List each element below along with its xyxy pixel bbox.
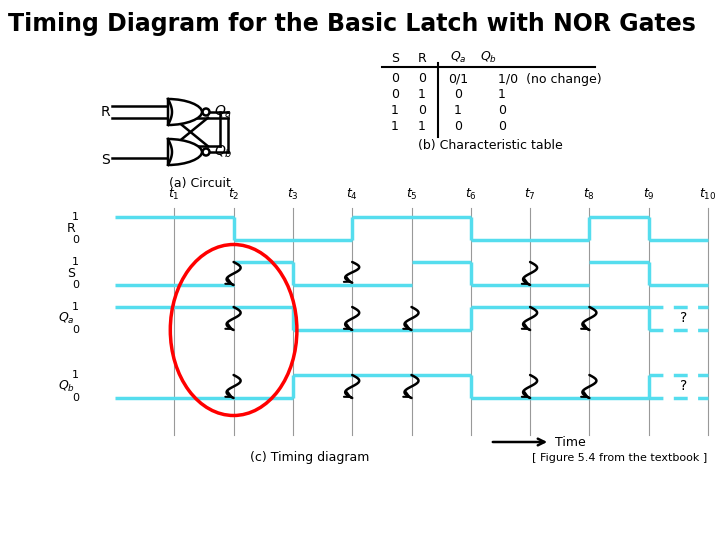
Text: 0: 0 xyxy=(72,325,79,335)
Text: Timing Diagram for the Basic Latch with NOR Gates: Timing Diagram for the Basic Latch with … xyxy=(8,12,696,36)
Text: 0: 0 xyxy=(454,89,462,102)
Text: 1: 1 xyxy=(72,302,79,312)
Text: S: S xyxy=(67,267,75,280)
PathPatch shape xyxy=(168,99,202,125)
Text: (a) Circuit: (a) Circuit xyxy=(169,177,231,190)
Text: $t_{9}$: $t_{9}$ xyxy=(643,187,654,202)
Text: 1: 1 xyxy=(498,89,506,102)
Text: 1: 1 xyxy=(454,105,462,118)
Text: 1: 1 xyxy=(418,89,426,102)
Text: 0: 0 xyxy=(391,72,399,85)
Text: $t_{1}$: $t_{1}$ xyxy=(168,187,180,202)
Text: 0: 0 xyxy=(72,280,79,290)
Text: S: S xyxy=(102,153,110,167)
Text: $Q_b$: $Q_b$ xyxy=(214,144,232,160)
PathPatch shape xyxy=(168,139,202,165)
Text: $t_{8}$: $t_{8}$ xyxy=(583,187,595,202)
Text: 0: 0 xyxy=(391,89,399,102)
Text: Time: Time xyxy=(555,435,586,449)
Text: [ Figure 5.4 from the textbook ]: [ Figure 5.4 from the textbook ] xyxy=(532,453,708,463)
Text: (c) Timing diagram: (c) Timing diagram xyxy=(251,451,369,464)
Text: (b) Characteristic table: (b) Characteristic table xyxy=(418,138,562,152)
Text: 0: 0 xyxy=(498,120,506,133)
Text: R: R xyxy=(66,222,75,235)
Text: 0: 0 xyxy=(418,72,426,85)
Text: $t_{10}$: $t_{10}$ xyxy=(699,187,716,202)
Text: 1/0  (no change): 1/0 (no change) xyxy=(498,72,602,85)
Text: 1: 1 xyxy=(72,257,79,267)
Text: 0: 0 xyxy=(72,393,79,403)
Text: $Q_a$: $Q_a$ xyxy=(214,104,232,120)
Text: 1: 1 xyxy=(72,370,79,380)
Text: $t_{4}$: $t_{4}$ xyxy=(346,187,358,202)
Text: 0: 0 xyxy=(498,105,506,118)
Text: $t_{5}$: $t_{5}$ xyxy=(405,187,418,202)
Text: $t_{3}$: $t_{3}$ xyxy=(287,187,299,202)
Text: $Q_{a}$: $Q_{a}$ xyxy=(58,311,75,326)
Text: 0: 0 xyxy=(454,120,462,133)
Text: ?: ? xyxy=(680,312,687,326)
Text: 0: 0 xyxy=(72,235,79,245)
Text: S: S xyxy=(391,52,399,65)
Text: $t_{7}$: $t_{7}$ xyxy=(524,187,536,202)
Text: ?: ? xyxy=(680,380,687,394)
Text: R: R xyxy=(100,105,110,119)
Text: $Q_{b}$: $Q_{b}$ xyxy=(58,379,75,394)
Text: R: R xyxy=(418,52,426,65)
Text: $Q_b$: $Q_b$ xyxy=(480,50,497,65)
Text: $t_{2}$: $t_{2}$ xyxy=(228,187,239,202)
Text: $t_{6}$: $t_{6}$ xyxy=(465,187,477,202)
Text: 0: 0 xyxy=(418,105,426,118)
Text: $Q_a$: $Q_a$ xyxy=(450,50,467,65)
Text: 1: 1 xyxy=(391,105,399,118)
Text: 1: 1 xyxy=(72,212,79,222)
Text: 1: 1 xyxy=(391,120,399,133)
Text: 1: 1 xyxy=(418,120,426,133)
Text: 0/1: 0/1 xyxy=(448,72,468,85)
